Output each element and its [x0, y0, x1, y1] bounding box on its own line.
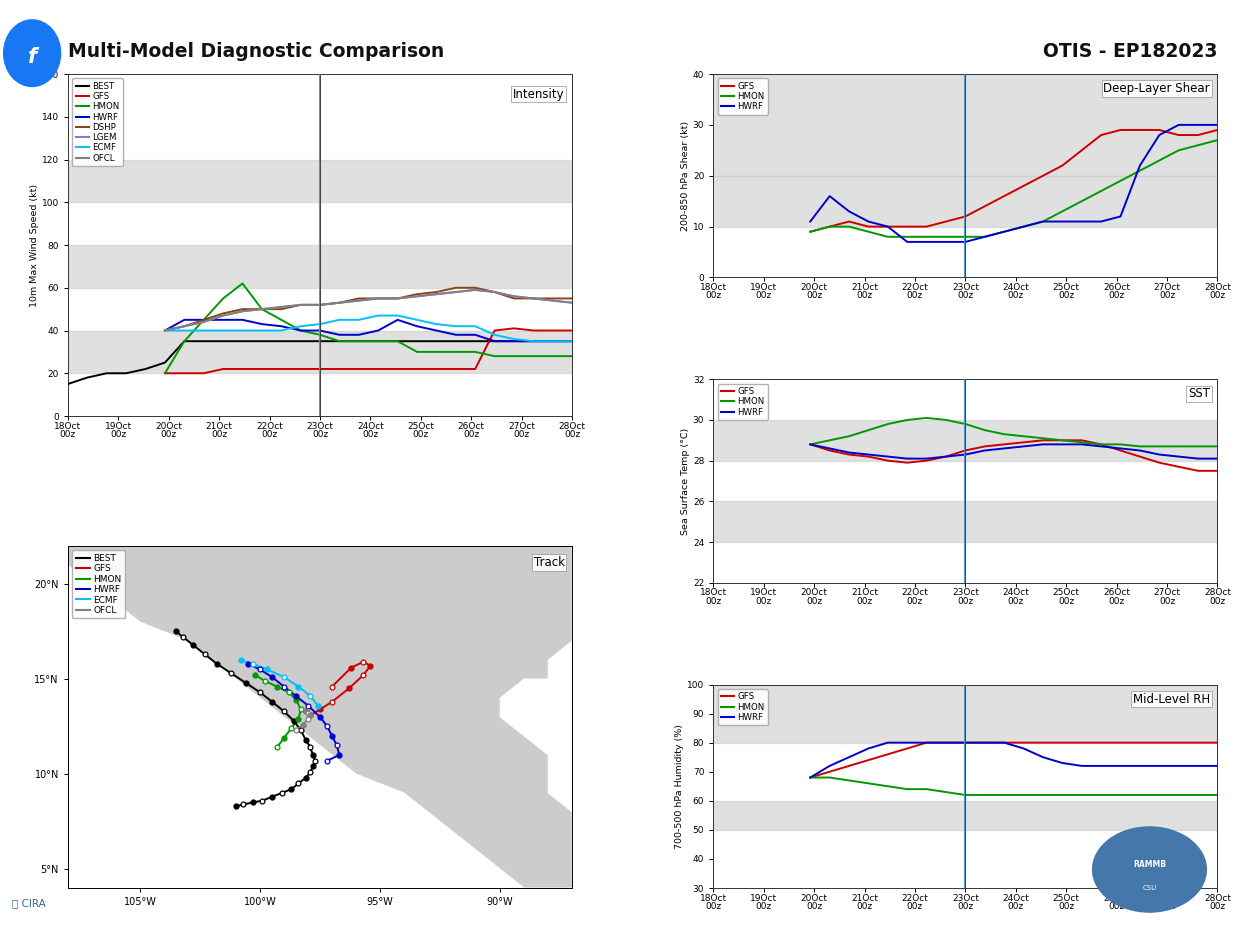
- Bar: [713, 684, 1217, 743]
- Y-axis label: 10m Max Wind Speed (kt): 10m Max Wind Speed (kt): [30, 183, 38, 306]
- Bar: [713, 176, 1217, 227]
- Text: CSU: CSU: [1142, 885, 1157, 891]
- Polygon shape: [68, 546, 572, 888]
- Y-axis label: Sea Surface Temp (°C): Sea Surface Temp (°C): [681, 427, 690, 535]
- Text: Intensity: Intensity: [513, 88, 565, 101]
- Legend: BEST, GFS, HMON, HWRF, DSHP, LGEM, ECMF, OFCL: BEST, GFS, HMON, HWRF, DSHP, LGEM, ECMF,…: [72, 79, 122, 166]
- Circle shape: [4, 19, 61, 86]
- Bar: [713, 801, 1217, 830]
- Text: ⦿ CIRA: ⦿ CIRA: [12, 898, 46, 908]
- Bar: [713, 501, 1217, 542]
- Bar: [68, 330, 572, 374]
- Text: SST: SST: [1188, 388, 1210, 401]
- Legend: GFS, HMON, HWRF: GFS, HMON, HWRF: [718, 79, 768, 115]
- Bar: [68, 159, 572, 203]
- Bar: [713, 74, 1217, 176]
- Text: Multi-Model Diagnostic Comparison: Multi-Model Diagnostic Comparison: [68, 42, 444, 61]
- Legend: GFS, HMON, HWRF: GFS, HMON, HWRF: [718, 689, 768, 725]
- Text: RAMMB: RAMMB: [1133, 860, 1166, 869]
- Text: Track: Track: [534, 556, 565, 569]
- Bar: [713, 420, 1217, 461]
- Text: Deep-Layer Shear: Deep-Layer Shear: [1104, 82, 1210, 95]
- Bar: [68, 245, 572, 288]
- Y-axis label: 200-850 hPa Shear (kt): 200-850 hPa Shear (kt): [681, 120, 690, 231]
- Legend: BEST, GFS, HMON, HWRF, ECMF, OFCL: BEST, GFS, HMON, HWRF, ECMF, OFCL: [73, 550, 125, 619]
- Text: f: f: [27, 46, 37, 67]
- Text: Mid-Level RH: Mid-Level RH: [1132, 693, 1210, 706]
- Circle shape: [1093, 827, 1206, 912]
- Text: OTIS - EP182023: OTIS - EP182023: [1043, 42, 1217, 61]
- Y-axis label: 700-500 hPa Humidity (%): 700-500 hPa Humidity (%): [675, 723, 685, 849]
- Legend: GFS, HMON, HWRF: GFS, HMON, HWRF: [718, 384, 768, 420]
